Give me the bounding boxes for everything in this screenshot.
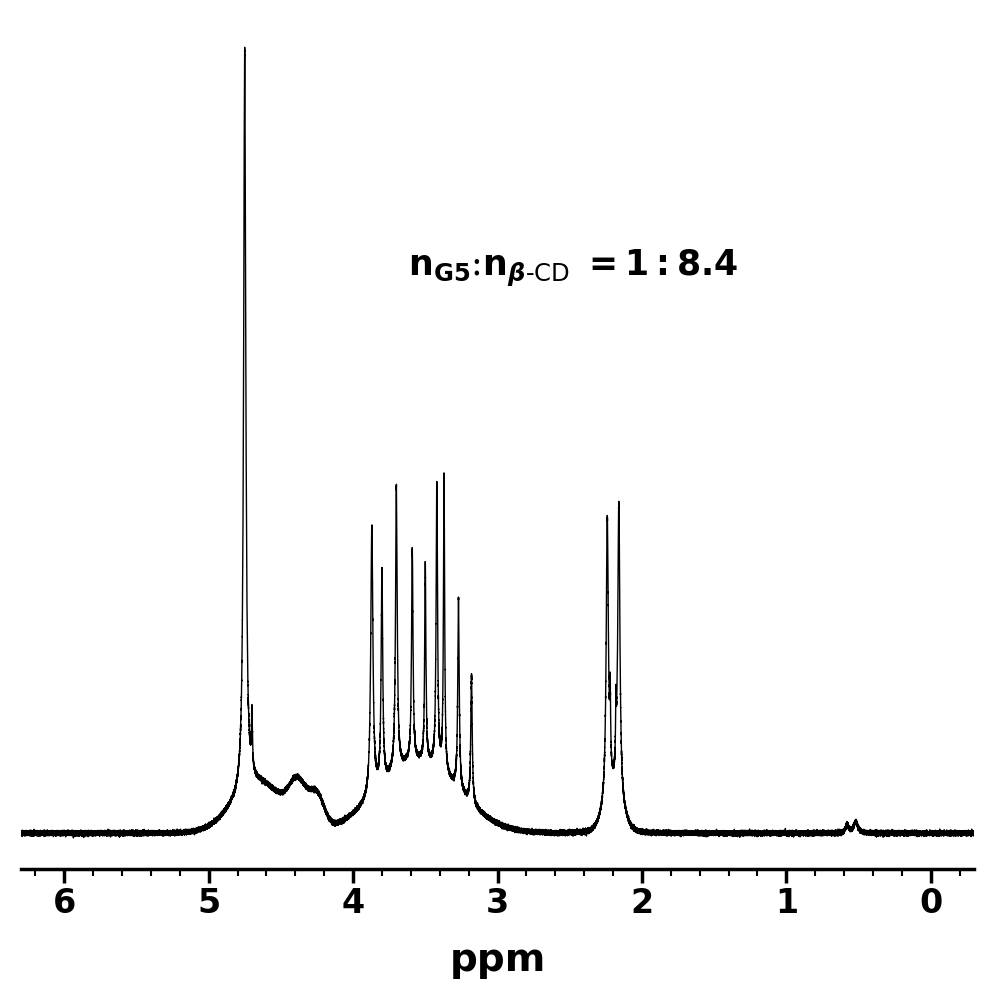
Text: $\mathbf{n}_{\mathbf{G5}}$:$\mathbf{n}_{\boldsymbol{\beta\text{-CD}}}$ $\mathbf{: $\mathbf{n}_{\mathbf{G5}}$:$\mathbf{n}_{…	[408, 248, 738, 289]
X-axis label: ppm: ppm	[449, 941, 545, 979]
